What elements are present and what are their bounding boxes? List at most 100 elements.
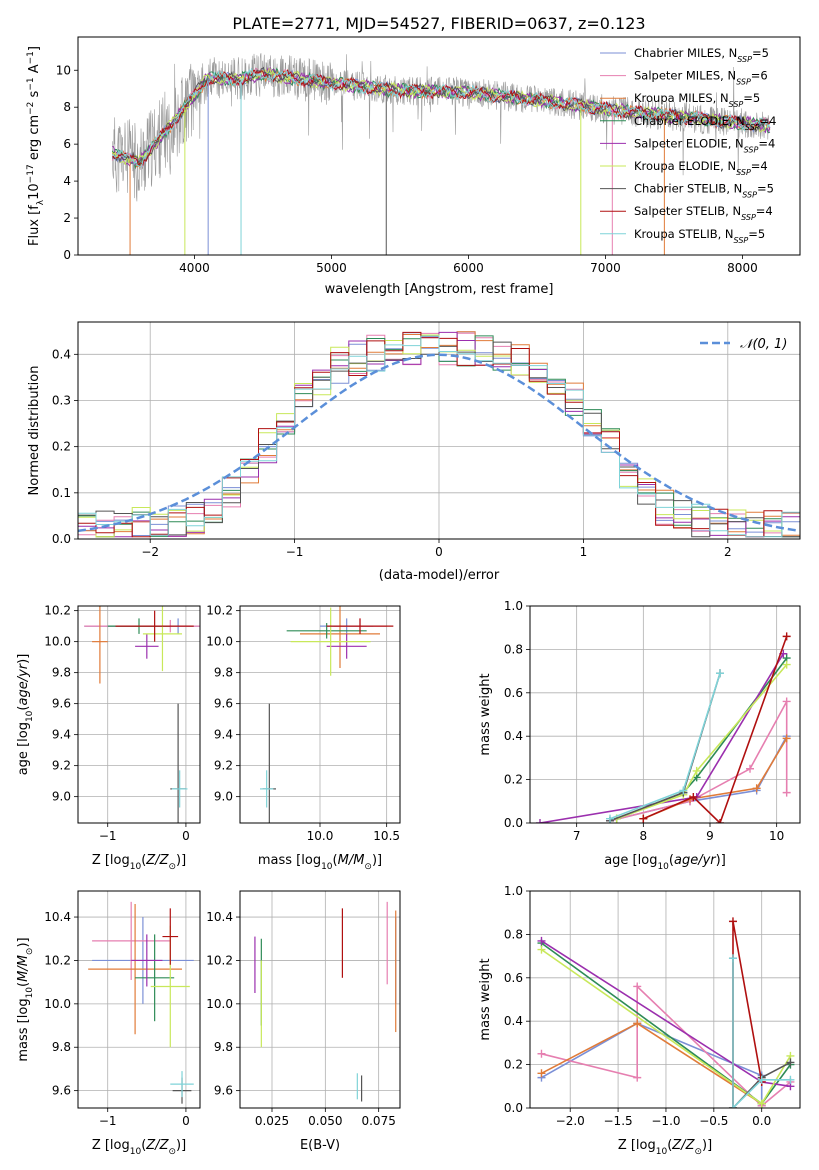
x-axis-label: Z [log10(Z/Z⊙)]	[92, 1138, 186, 1157]
y-tick-label: 9.4	[52, 728, 71, 742]
weight-point-salpeter_miles	[746, 764, 754, 773]
x-tick-label: 10.0	[307, 829, 334, 843]
normal-curve	[78, 353, 800, 533]
x-tick-label: 0	[182, 1114, 190, 1128]
y-tick-label: 9.0	[52, 790, 71, 804]
weight-point-kroupa_stelib	[786, 1075, 795, 1084]
weight-point-salpeter_stelib	[639, 814, 648, 823]
weight_vs_Z-frame	[529, 890, 801, 1109]
x-axis-label: Z [log10(Z/Z⊙)]	[618, 1138, 712, 1157]
y-tick-label: 9.4	[214, 728, 233, 742]
legend-entry: Salpeter STELIB, NSSP=4	[634, 204, 773, 222]
weight-point-kroupa_stelib	[679, 786, 688, 795]
spectrum-marks	[111, 53, 771, 255]
weight-point-kroupa_miles	[633, 1019, 642, 1028]
x-tick-label: 9	[706, 829, 714, 843]
weight-point-salpeter_miles	[633, 1073, 642, 1082]
y-axis-label: mass weight	[478, 958, 493, 1040]
y-tick-label: 10	[56, 63, 71, 77]
weight-point-salpeter_miles	[537, 1049, 546, 1058]
y-axis-label: Normed distribution	[27, 366, 42, 496]
weight-point-salpeter_stelib	[728, 917, 737, 926]
y-tick-label: 8	[63, 100, 71, 114]
legend-entry: Chabrier STELIB, NSSP=5	[634, 182, 774, 200]
y-tick-label: 0.0	[504, 1101, 523, 1115]
legend-entry: Chabrier MILES, NSSP=5	[634, 46, 769, 64]
weight_vs_Z-marks	[537, 917, 795, 1108]
x-tick-label: 0.075	[361, 1114, 395, 1128]
x-tick-label: −1	[286, 545, 304, 559]
mass_vs_ebv-frame	[239, 890, 401, 1109]
y-tick-label: 9.8	[214, 1040, 233, 1054]
legend-entry: Kroupa STELIB, NSSP=5	[634, 227, 765, 245]
weight-point-kroupa_elodie	[757, 1099, 766, 1108]
y-tick-label: 0.6	[504, 971, 523, 985]
histogram-kroupa_stelib	[78, 335, 800, 538]
x-tick-label: 0.0	[752, 1114, 771, 1128]
y-axis-label: mass [log10(M/M⊙)]	[16, 937, 35, 1061]
weight-point-kroupa_stelib	[716, 669, 724, 678]
y-tick-label: 10.0	[206, 635, 233, 649]
x-tick-label: 6000	[453, 261, 484, 275]
age_vs_Z-axes: −1 0 9.0 9.2 9.4 9.6 9.8 10.0 10.2	[44, 604, 200, 843]
y-tick-label: 10.2	[206, 953, 233, 967]
y-tick-label: 1.0	[504, 884, 523, 898]
model-spectrum-kroupa_stelib	[111, 67, 771, 168]
mass_vs_ebv-marks	[254, 901, 397, 1102]
weight-point-salpeter_elodie	[536, 819, 544, 823]
spectrum-legend: Chabrier MILES, NSSP=5 Salpeter MILES, NS…	[600, 46, 776, 244]
weight-point-kroupa_miles	[752, 784, 761, 793]
y-tick-label: 9.6	[52, 697, 71, 711]
x-tick-label: −0.5	[699, 1114, 728, 1128]
y-tick-label: 6	[63, 137, 71, 151]
y-tick-label: 0	[63, 248, 71, 262]
weight-line-kroupa_elodie	[616, 664, 788, 820]
legend-entry: Chabrier ELODIE, NSSP=4	[634, 114, 776, 132]
model-spectrum-salpeter_elodie	[112, 66, 771, 168]
x-tick-label: 8	[640, 829, 648, 843]
y-axis-label: age [log10(age/yr)]	[16, 654, 35, 776]
x-tick-label: −2	[141, 545, 159, 559]
weight-point-kroupa_miles	[782, 734, 791, 743]
y-tick-label: 9.6	[214, 697, 233, 711]
age_vs_Z-marks	[84, 606, 200, 823]
legend-entry: Kroupa ELODIE, NSSP=4	[634, 159, 768, 177]
x-tick-label: 5000	[316, 261, 347, 275]
weight-line-salpeter_stelib	[642, 636, 788, 823]
age_vs_mass-marks	[260, 606, 394, 823]
y-tick-label: 9.6	[52, 1084, 71, 1098]
figure-title: PLATE=2771, MJD=54527, FIBERID=0637, z=0…	[232, 14, 645, 33]
y-tick-label: 0.4	[504, 1014, 523, 1028]
spectrum-axes: 4000 5000 6000 7000 8000 0 2 4 6 8 10	[56, 63, 758, 275]
x-axis-label: Z [log10(Z/Z⊙)]	[92, 853, 186, 872]
x-axis-label: wavelength [Angstrom, rest frame]	[325, 282, 554, 297]
y-tick-label: 4	[63, 174, 71, 188]
data-spectrum-line	[112, 53, 771, 202]
y-tick-label: 10.4	[44, 910, 71, 924]
weight-line-chabrier_miles	[541, 1022, 763, 1106]
y-tick-label: 0.8	[504, 927, 523, 941]
x-tick-label: −1	[99, 829, 117, 843]
x-tick-label: 8000	[727, 261, 758, 275]
age_vs_mass-axes: 10.0 10.5 9.0 9.2 9.4 9.6 9.8 10.0 10.2	[206, 604, 400, 843]
weight-point-salpeter_miles	[782, 697, 791, 706]
y-tick-label: 10.4	[206, 910, 233, 924]
x-tick-label: −2.0	[556, 1114, 585, 1128]
y-tick-label: 0.1	[52, 486, 71, 500]
x-tick-label: 2	[724, 545, 732, 559]
weight-point-kroupa_stelib	[728, 954, 737, 963]
y-tick-label: 9.8	[214, 666, 233, 680]
y-tick-label: 0.8	[504, 642, 523, 656]
mass_vs_ebv-axes: 0.025 0.050 0.075 9.6 9.8 10.0 10.2 10.4	[206, 891, 400, 1128]
y-tick-label: 0.0	[52, 532, 71, 546]
y-tick-label: 0.4	[52, 347, 71, 361]
mass_vs_Z-marks	[88, 901, 194, 1104]
residuals-marks	[78, 331, 800, 538]
y-tick-label: 0.2	[52, 440, 71, 454]
x-tick-label: 0.025	[255, 1114, 289, 1128]
weight-point-salpeter_miles	[633, 982, 642, 991]
y-axis-label: mass weight	[478, 673, 493, 755]
spectrum-frame	[77, 36, 801, 256]
x-tick-label: −1.0	[651, 1114, 680, 1128]
